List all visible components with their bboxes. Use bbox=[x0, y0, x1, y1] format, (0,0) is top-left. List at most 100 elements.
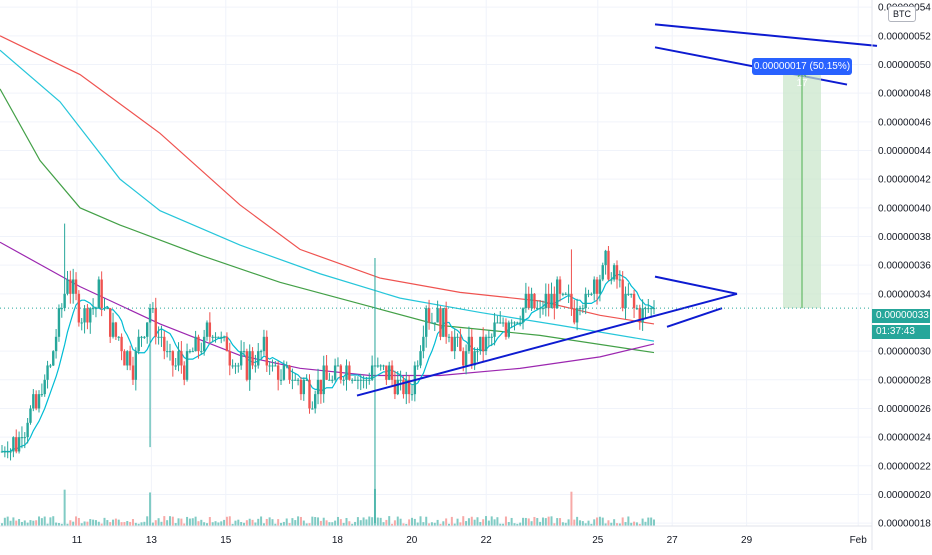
channel-upper-line bbox=[654, 23, 878, 47]
candle-body bbox=[100, 279, 103, 309]
candle-body bbox=[573, 308, 576, 323]
volume-bar bbox=[391, 523, 394, 526]
candle-body bbox=[108, 308, 112, 337]
volume-bar bbox=[408, 519, 411, 526]
volume-bar bbox=[60, 523, 63, 526]
volume-bar bbox=[243, 522, 246, 526]
volume-bar bbox=[23, 520, 26, 526]
candle-body bbox=[632, 293, 636, 309]
volume-bar bbox=[114, 518, 117, 526]
candle-body bbox=[510, 322, 513, 324]
volume-bar bbox=[262, 523, 265, 526]
volume-bar bbox=[43, 516, 46, 526]
candle-body bbox=[493, 322, 496, 337]
candle-body bbox=[390, 365, 394, 380]
candle-body bbox=[305, 379, 308, 381]
volume-bar bbox=[331, 522, 334, 526]
volume-bar bbox=[217, 522, 220, 526]
candle-body bbox=[342, 379, 345, 381]
volume-bar bbox=[83, 521, 86, 526]
volume-bar bbox=[354, 521, 357, 526]
volume-bar bbox=[547, 516, 550, 526]
candle-body bbox=[578, 308, 582, 310]
candle-body bbox=[200, 351, 203, 353]
candle-body bbox=[205, 322, 209, 337]
candle-body bbox=[208, 322, 212, 337]
volume-bar bbox=[194, 516, 197, 526]
volume-bar bbox=[137, 523, 140, 526]
candle-body bbox=[507, 322, 510, 337]
volume-bar bbox=[35, 520, 38, 526]
volume-bar bbox=[308, 523, 311, 526]
candle-body bbox=[251, 351, 254, 366]
volume-bar bbox=[530, 521, 533, 526]
candle-body bbox=[3, 451, 7, 453]
candle-body bbox=[479, 336, 482, 352]
volume-bar bbox=[245, 520, 248, 526]
candle-body bbox=[598, 279, 602, 294]
x-tick-label: 13 bbox=[146, 535, 158, 546]
candle-body bbox=[0, 451, 4, 453]
volume-bar bbox=[630, 522, 633, 526]
candle-body bbox=[393, 379, 397, 395]
breakout-line bbox=[666, 307, 723, 328]
candle-body bbox=[279, 379, 283, 381]
volume-bar bbox=[234, 520, 237, 526]
volume-bar bbox=[49, 517, 52, 526]
candle-body bbox=[97, 279, 101, 309]
candle-body bbox=[157, 336, 160, 338]
candle-body bbox=[257, 351, 260, 366]
volume-bar bbox=[467, 518, 470, 526]
candle-body bbox=[601, 265, 604, 280]
volume-bar bbox=[450, 516, 453, 526]
candle-body bbox=[37, 394, 41, 409]
candle-body bbox=[239, 351, 243, 366]
candle-body bbox=[191, 351, 194, 353]
volume-bar bbox=[106, 520, 109, 526]
volume-bar bbox=[356, 517, 359, 526]
candle-body bbox=[80, 322, 83, 324]
volume-bar bbox=[46, 523, 49, 526]
candle-body bbox=[311, 408, 314, 410]
currency-badge[interactable]: BTC bbox=[888, 6, 916, 22]
volume-bar bbox=[208, 517, 211, 526]
candle-body bbox=[32, 394, 35, 409]
volume-bar bbox=[342, 522, 345, 526]
candle-body bbox=[94, 308, 98, 310]
candle-body bbox=[114, 322, 118, 337]
candle-body bbox=[530, 293, 533, 309]
candle-body bbox=[356, 379, 360, 381]
volume-bar bbox=[493, 519, 496, 526]
candle-body bbox=[547, 293, 550, 309]
volume-bar bbox=[453, 523, 456, 526]
candle-body bbox=[638, 308, 641, 323]
volume-bar bbox=[285, 518, 288, 526]
candle-body bbox=[402, 379, 405, 395]
volume-bar bbox=[365, 519, 368, 526]
candle-body bbox=[501, 322, 505, 324]
candle-body bbox=[188, 351, 192, 353]
candle-body bbox=[6, 451, 9, 453]
candle-body bbox=[17, 437, 21, 452]
candle-body bbox=[15, 437, 18, 452]
candle-body bbox=[220, 336, 223, 338]
volume-bar bbox=[328, 522, 331, 526]
volume-bar bbox=[561, 522, 564, 526]
candle-body bbox=[276, 365, 280, 380]
candle-body bbox=[407, 379, 411, 395]
candle-body bbox=[513, 322, 516, 324]
candle-body bbox=[405, 379, 408, 395]
candle-body bbox=[621, 279, 624, 309]
volume-bar bbox=[225, 516, 228, 526]
candle-body bbox=[649, 308, 653, 310]
volume-bar bbox=[157, 518, 160, 526]
volume-bar bbox=[291, 518, 294, 526]
volume-bar bbox=[644, 521, 647, 526]
volume-bar bbox=[559, 518, 562, 526]
y-tick-label: 0.00000020 bbox=[878, 490, 931, 501]
drawings[interactable] bbox=[0, 23, 878, 397]
volume-bar bbox=[186, 516, 189, 526]
candle-body bbox=[137, 336, 140, 352]
